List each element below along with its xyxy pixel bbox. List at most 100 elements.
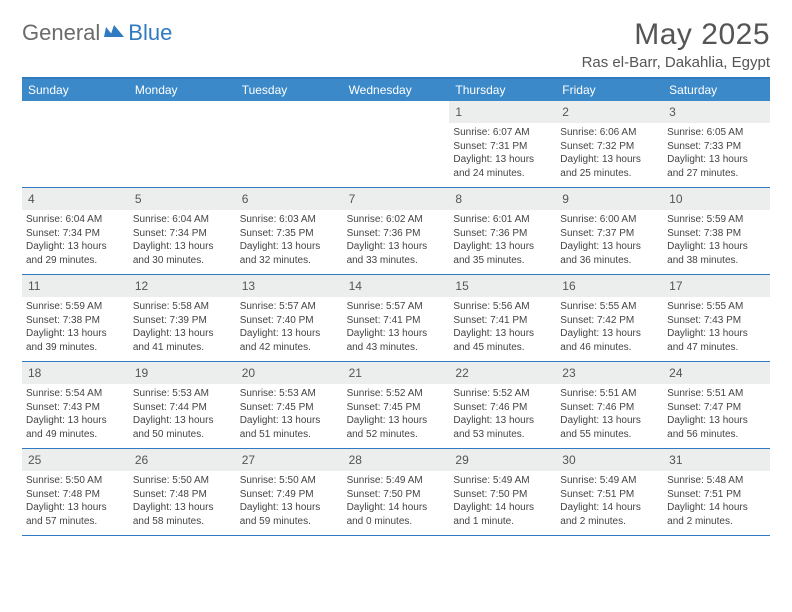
day-cell: 13Sunrise: 5:57 AMSunset: 7:40 PMDayligh… xyxy=(236,275,343,361)
sun-info-line: Daylight: 13 hours xyxy=(347,240,446,254)
sun-info: Sunrise: 5:57 AMSunset: 7:41 PMDaylight:… xyxy=(347,300,446,354)
day-cell: 20Sunrise: 5:53 AMSunset: 7:45 PMDayligh… xyxy=(236,362,343,448)
day-number-row: 9 xyxy=(556,188,663,210)
day-number: 15 xyxy=(455,279,468,293)
day-header: Thursday xyxy=(449,79,556,101)
sun-info-line: and 56 minutes. xyxy=(667,428,766,442)
day-number: 9 xyxy=(562,192,569,206)
day-number: 3 xyxy=(669,105,676,119)
sun-info-line: Sunset: 7:44 PM xyxy=(133,401,232,415)
sun-info-line: Sunset: 7:51 PM xyxy=(560,488,659,502)
sun-info-line: Sunrise: 5:51 AM xyxy=(667,387,766,401)
day-number xyxy=(242,105,245,119)
day-cell: 25Sunrise: 5:50 AMSunset: 7:48 PMDayligh… xyxy=(22,449,129,535)
sun-info-line: Sunrise: 5:53 AM xyxy=(133,387,232,401)
logo-text-general: General xyxy=(22,20,100,46)
sun-info: Sunrise: 6:01 AMSunset: 7:36 PMDaylight:… xyxy=(453,213,552,267)
sun-info-line: Daylight: 13 hours xyxy=(133,501,232,515)
sun-info-line: Sunset: 7:43 PM xyxy=(26,401,125,415)
day-number: 1 xyxy=(455,105,462,119)
sun-info-line: Sunrise: 5:50 AM xyxy=(240,474,339,488)
sun-info: Sunrise: 5:50 AMSunset: 7:49 PMDaylight:… xyxy=(240,474,339,528)
day-cell: 9 Sunrise: 6:00 AMSunset: 7:37 PMDaylight… xyxy=(556,188,663,274)
day-header-row: SundayMondayTuesdayWednesdayThursdayFrid… xyxy=(22,79,770,101)
day-number: 5 xyxy=(135,192,142,206)
day-number-row: 5 xyxy=(129,188,236,210)
sun-info-line: Daylight: 13 hours xyxy=(667,414,766,428)
sun-info-line: and 49 minutes. xyxy=(26,428,125,442)
day-number-row: 14 xyxy=(343,275,450,297)
sun-info-line: Daylight: 13 hours xyxy=(26,501,125,515)
logo-flag-icon xyxy=(104,23,126,44)
sun-info-line: Sunset: 7:38 PM xyxy=(667,227,766,241)
sun-info-line: Sunrise: 5:50 AM xyxy=(26,474,125,488)
sun-info: Sunrise: 5:56 AMSunset: 7:41 PMDaylight:… xyxy=(453,300,552,354)
sun-info: Sunrise: 5:49 AMSunset: 7:50 PMDaylight:… xyxy=(347,474,446,528)
day-cell: 18Sunrise: 5:54 AMSunset: 7:43 PMDayligh… xyxy=(22,362,129,448)
day-number-row: 21 xyxy=(343,362,450,384)
day-cell: 17Sunrise: 5:55 AMSunset: 7:43 PMDayligh… xyxy=(663,275,770,361)
day-number-row xyxy=(236,101,343,123)
sun-info: Sunrise: 6:04 AMSunset: 7:34 PMDaylight:… xyxy=(133,213,232,267)
day-number: 8 xyxy=(455,192,462,206)
day-cell: 28Sunrise: 5:49 AMSunset: 7:50 PMDayligh… xyxy=(343,449,450,535)
day-cell: 30Sunrise: 5:49 AMSunset: 7:51 PMDayligh… xyxy=(556,449,663,535)
day-number-row: 15 xyxy=(449,275,556,297)
sun-info-line: Daylight: 13 hours xyxy=(560,414,659,428)
sun-info-line: Daylight: 13 hours xyxy=(26,414,125,428)
day-cell: 6Sunrise: 6:03 AMSunset: 7:35 PMDaylight… xyxy=(236,188,343,274)
sun-info-line: Daylight: 13 hours xyxy=(560,327,659,341)
week-row: 4Sunrise: 6:04 AMSunset: 7:34 PMDaylight… xyxy=(22,188,770,275)
sun-info-line: Sunrise: 6:02 AM xyxy=(347,213,446,227)
sun-info: Sunrise: 6:00 AMSunset: 7:37 PMDaylight:… xyxy=(560,213,659,267)
sun-info-line: Sunrise: 5:52 AM xyxy=(347,387,446,401)
day-number-row: 13 xyxy=(236,275,343,297)
day-number: 11 xyxy=(28,279,40,293)
sun-info-line: Sunrise: 5:54 AM xyxy=(26,387,125,401)
sun-info-line: Sunset: 7:42 PM xyxy=(560,314,659,328)
sun-info-line: Daylight: 13 hours xyxy=(133,414,232,428)
day-number-row: 10 xyxy=(663,188,770,210)
sun-info-line: Sunset: 7:39 PM xyxy=(133,314,232,328)
logo: General Blue xyxy=(22,20,172,46)
day-number: 26 xyxy=(135,453,148,467)
sun-info: Sunrise: 5:49 AMSunset: 7:51 PMDaylight:… xyxy=(560,474,659,528)
day-number-row: 12 xyxy=(129,275,236,297)
day-cell xyxy=(129,101,236,187)
sun-info: Sunrise: 5:50 AMSunset: 7:48 PMDaylight:… xyxy=(133,474,232,528)
sun-info: Sunrise: 6:07 AMSunset: 7:31 PMDaylight:… xyxy=(453,126,552,180)
sun-info-line: and 57 minutes. xyxy=(26,515,125,529)
sun-info-line: Sunset: 7:38 PM xyxy=(26,314,125,328)
sun-info-line: Sunrise: 5:49 AM xyxy=(453,474,552,488)
day-number: 12 xyxy=(135,279,148,293)
sun-info-line: Sunrise: 5:49 AM xyxy=(560,474,659,488)
sun-info-line: Sunset: 7:31 PM xyxy=(453,140,552,154)
day-number: 7 xyxy=(349,192,356,206)
sun-info: Sunrise: 6:03 AMSunset: 7:35 PMDaylight:… xyxy=(240,213,339,267)
sun-info-line: Daylight: 13 hours xyxy=(453,153,552,167)
sun-info-line: and 36 minutes. xyxy=(560,254,659,268)
sun-info-line: Sunset: 7:45 PM xyxy=(347,401,446,415)
month-title: May 2025 xyxy=(582,18,770,52)
day-cell: 11Sunrise: 5:59 AMSunset: 7:38 PMDayligh… xyxy=(22,275,129,361)
sun-info-line: and 32 minutes. xyxy=(240,254,339,268)
sun-info-line: and 1 minute. xyxy=(453,515,552,529)
day-number: 25 xyxy=(28,453,41,467)
sun-info: Sunrise: 5:59 AMSunset: 7:38 PMDaylight:… xyxy=(667,213,766,267)
day-number: 24 xyxy=(669,366,682,380)
sun-info-line: Sunrise: 5:53 AM xyxy=(240,387,339,401)
day-number: 16 xyxy=(562,279,575,293)
day-number xyxy=(135,105,138,119)
day-number: 20 xyxy=(242,366,255,380)
day-header: Tuesday xyxy=(236,79,343,101)
sun-info: Sunrise: 6:05 AMSunset: 7:33 PMDaylight:… xyxy=(667,126,766,180)
sun-info-line: Sunrise: 5:49 AM xyxy=(347,474,446,488)
sun-info-line: and 25 minutes. xyxy=(560,167,659,181)
day-number xyxy=(28,105,31,119)
sun-info: Sunrise: 5:55 AMSunset: 7:43 PMDaylight:… xyxy=(667,300,766,354)
sun-info-line: and 2 minutes. xyxy=(560,515,659,529)
sun-info: Sunrise: 5:53 AMSunset: 7:44 PMDaylight:… xyxy=(133,387,232,441)
day-cell: 22Sunrise: 5:52 AMSunset: 7:46 PMDayligh… xyxy=(449,362,556,448)
sun-info-line: Sunset: 7:43 PM xyxy=(667,314,766,328)
day-cell: 1 Sunrise: 6:07 AMSunset: 7:31 PMDaylight… xyxy=(449,101,556,187)
